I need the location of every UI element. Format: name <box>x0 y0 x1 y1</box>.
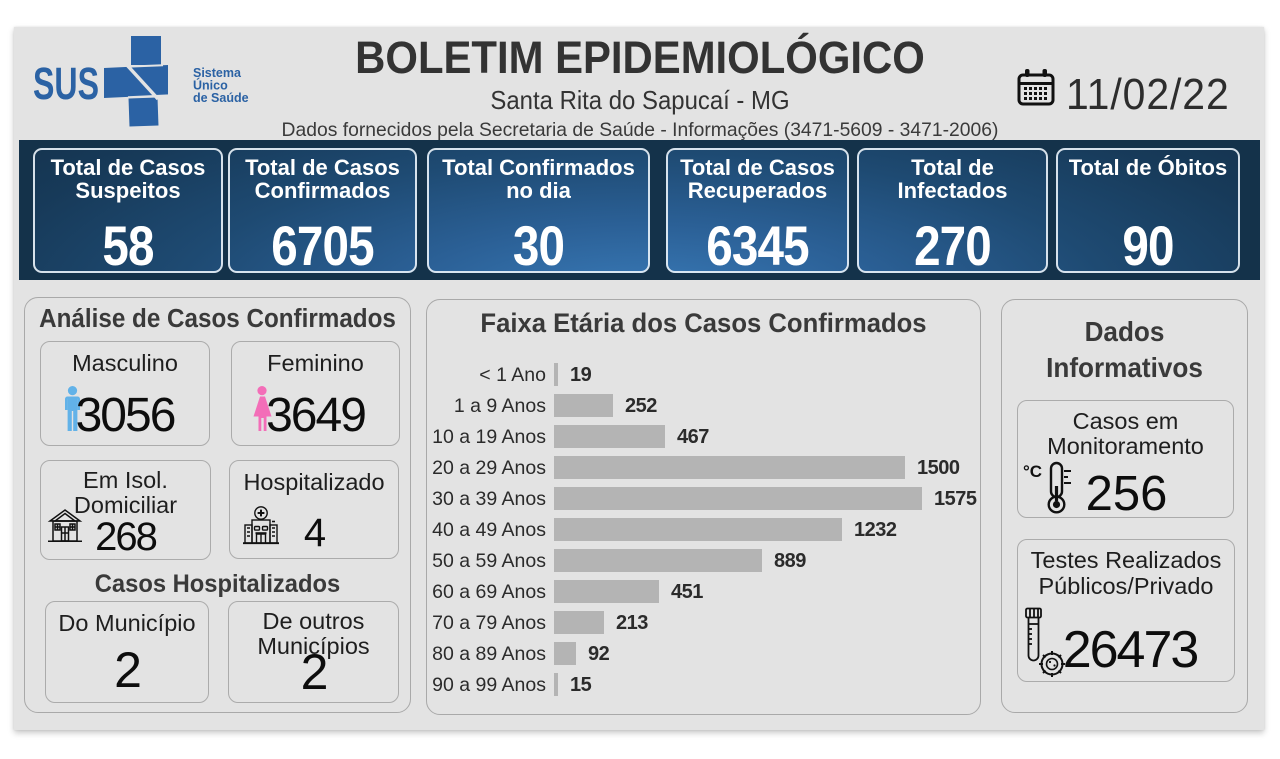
svg-text:Único: Único <box>193 78 228 93</box>
svg-text:Sistema: Sistema <box>193 66 242 80</box>
svg-text:°C: °C <box>1023 462 1042 481</box>
svg-text:de Saúde: de Saúde <box>193 91 249 105</box>
svg-text:SUS: SUS <box>33 58 99 109</box>
